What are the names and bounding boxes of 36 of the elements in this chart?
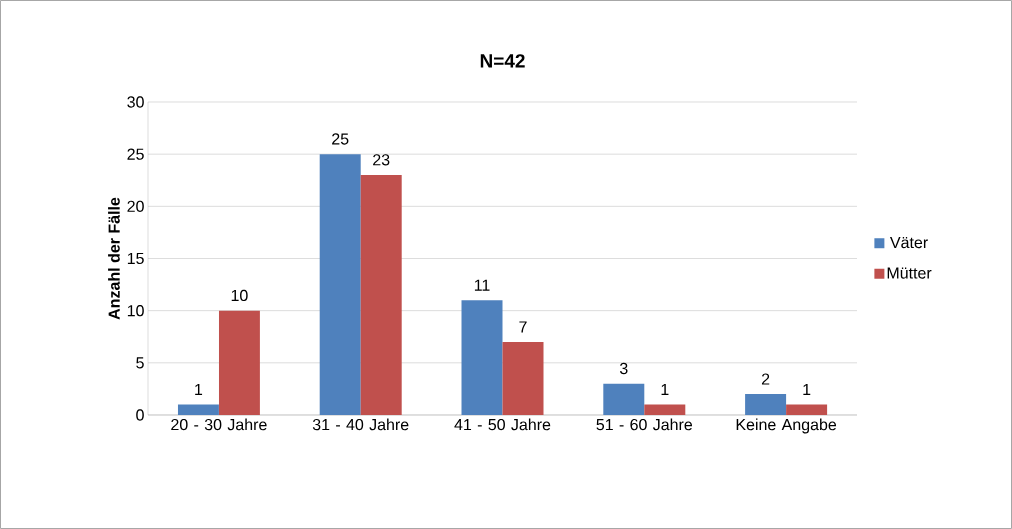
data-label: 1	[661, 384, 669, 396]
data-label: 11	[474, 279, 490, 291]
data-label: 23	[373, 154, 390, 166]
y-tick-label: 25	[127, 148, 144, 160]
x-tick-label: 41 - 50 Jahre	[454, 418, 551, 431]
data-label: 1	[195, 384, 203, 396]
data-label: 7	[519, 321, 527, 333]
bar	[319, 154, 361, 415]
y-tick-label: 15	[127, 252, 144, 265]
data-label: 2	[761, 373, 770, 385]
x-tick-label: 31 - 40 Jahre	[312, 418, 409, 431]
y-tick-label: 0	[136, 409, 144, 421]
legend-label: Mütter	[887, 267, 932, 279]
bar	[502, 341, 544, 415]
y-tick-label: 30	[127, 96, 144, 108]
y-tick-label: 10	[127, 305, 144, 317]
data-label: 3	[619, 362, 628, 375]
chart-title: N=42	[480, 54, 525, 68]
bar	[603, 383, 645, 415]
x-tick-label: 20 - 30 Jahre	[171, 418, 267, 431]
data-label: 25	[332, 133, 349, 145]
y-tick-label: 5	[136, 357, 144, 369]
bar	[461, 300, 503, 415]
bar	[644, 404, 686, 415]
bar	[218, 310, 260, 415]
x-tick-label: Keine Angabe	[736, 418, 837, 434]
y-tick-label: 20	[127, 200, 144, 212]
bar	[360, 175, 402, 415]
legend-label: Väter	[890, 236, 928, 249]
bar	[177, 404, 219, 415]
data-label: 1	[803, 384, 811, 396]
x-tick-label: 51 - 60 Jahre	[596, 418, 693, 431]
bar	[745, 394, 787, 415]
bar	[786, 404, 828, 415]
y-axis-title: Anzahl der Fälle	[108, 197, 120, 320]
data-label: 10	[231, 289, 248, 302]
